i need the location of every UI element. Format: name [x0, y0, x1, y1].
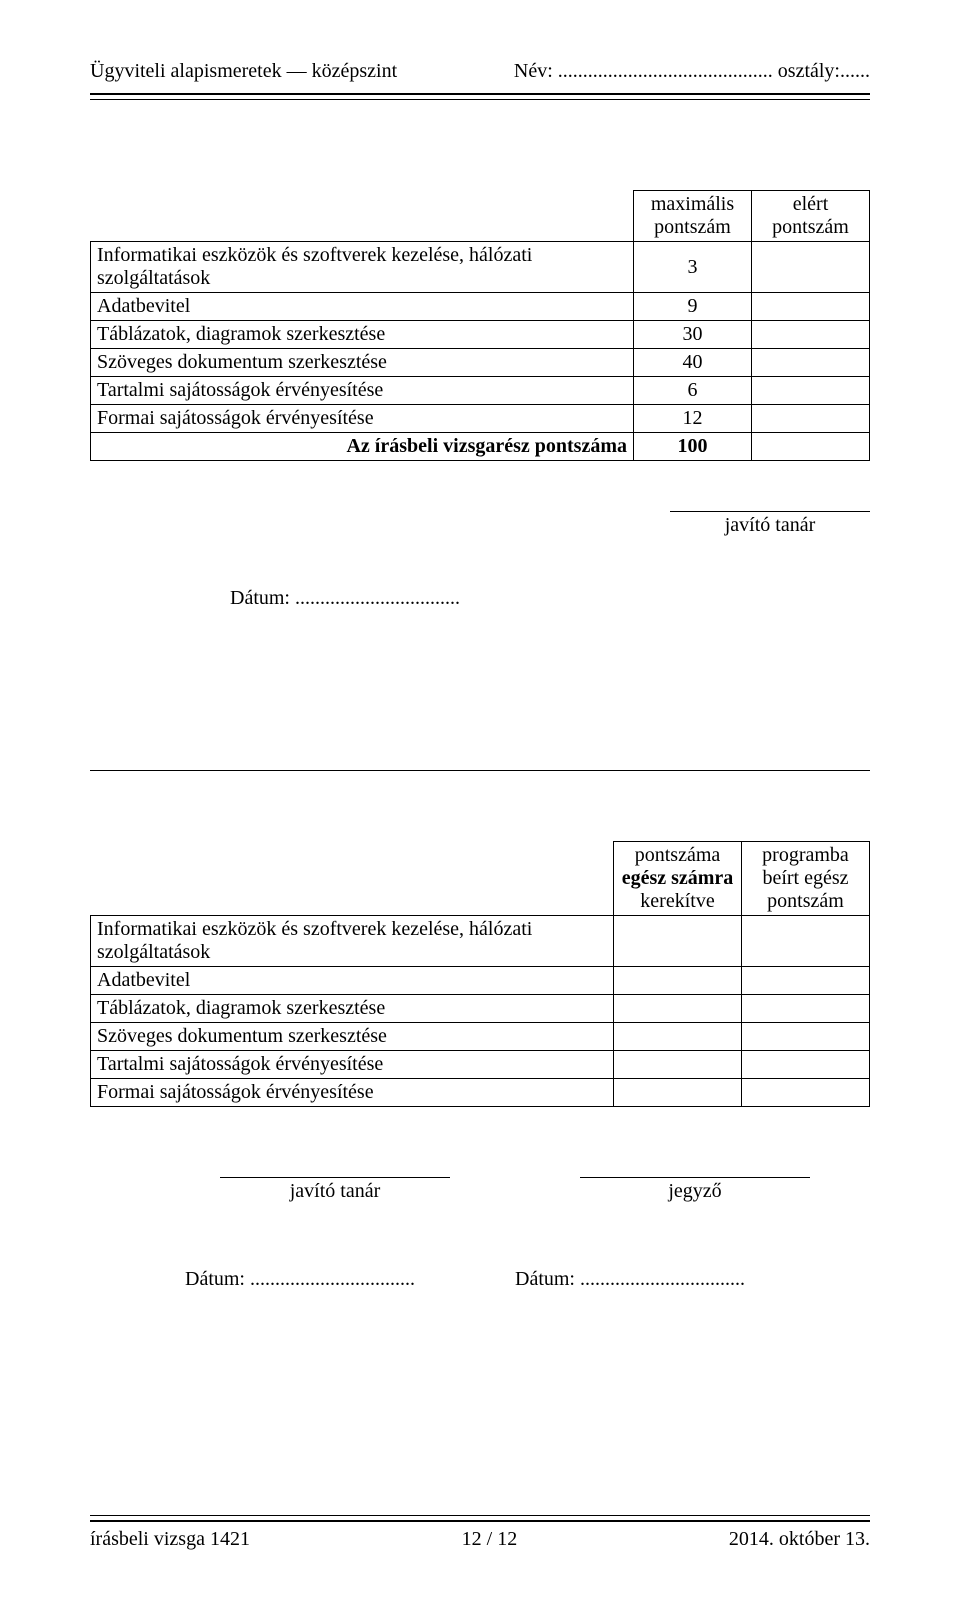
- table-row: Tartalmi sajátosságok érvényesítése: [91, 1051, 870, 1079]
- col-rounded-l1: pontszáma: [635, 844, 721, 866]
- row-program[interactable]: [742, 967, 870, 995]
- table-row: Táblázatok, diagramok szerkesztése 30: [91, 321, 870, 349]
- signature-line: [670, 511, 870, 512]
- row-rounded[interactable]: [614, 995, 742, 1023]
- row-max: 12: [634, 405, 752, 433]
- col-program-header: programba beírt egész pontszám: [742, 842, 870, 916]
- date-right: Dátum: .................................: [515, 1268, 745, 1291]
- row-max: 40: [634, 349, 752, 377]
- row-achieved[interactable]: [752, 405, 870, 433]
- table-row: Tartalmi sajátosságok érvényesítése 6: [91, 377, 870, 405]
- table-row: Formai sajátosságok érvényesítése 12: [91, 405, 870, 433]
- row-label: Formai sajátosságok érvényesítése: [91, 405, 634, 433]
- row-rounded[interactable]: [614, 916, 742, 967]
- col-achieved-header: elért pontszám: [752, 191, 870, 242]
- footer-right: 2014. október 13.: [729, 1528, 870, 1551]
- row-label: Informatikai eszközök és szoftverek keze…: [91, 242, 634, 293]
- row-label: Tartalmi sajátosságok érvényesítése: [91, 377, 634, 405]
- row-max: 30: [634, 321, 752, 349]
- signature-line: [220, 1177, 450, 1178]
- table-row: Szöveges dokumentum szerkesztése: [91, 1023, 870, 1051]
- page: Ügyviteli alapismeretek — középszint Név…: [0, 0, 960, 1601]
- total-achieved[interactable]: [752, 433, 870, 461]
- signature-label-teacher: javító tanár: [670, 514, 870, 537]
- name-label: Név:: [514, 60, 553, 82]
- header-name-class: Név: ...................................…: [514, 60, 870, 83]
- signature-row-2: javító tanár jegyző: [90, 1177, 870, 1203]
- name-dots: ........................................…: [553, 60, 773, 82]
- footer-center: 12 / 12: [462, 1528, 518, 1551]
- table-row: pontszáma egész számra kerekítve program…: [91, 842, 870, 916]
- signature-line: [580, 1177, 810, 1178]
- header-row: Ügyviteli alapismeretek — középszint Név…: [90, 60, 870, 83]
- row-achieved[interactable]: [752, 293, 870, 321]
- table-row: Informatikai eszközök és szoftverek keze…: [91, 916, 870, 967]
- row-rounded[interactable]: [614, 967, 742, 995]
- table-row: Adatbevitel 9: [91, 293, 870, 321]
- signature-label-teacher: javító tanár: [220, 1180, 450, 1203]
- date-left: Dátum: .................................: [185, 1268, 415, 1291]
- row-label: Szöveges dokumentum szerkesztése: [91, 1023, 614, 1051]
- row-label: Formai sajátosságok érvényesítése: [91, 1079, 614, 1107]
- table-row: Szöveges dokumentum szerkesztése 40: [91, 349, 870, 377]
- row-achieved[interactable]: [752, 242, 870, 293]
- row-program[interactable]: [742, 1023, 870, 1051]
- row-label: Tartalmi sajátosságok érvényesítése: [91, 1051, 614, 1079]
- score-table-2: pontszáma egész számra kerekítve program…: [90, 841, 870, 1107]
- row-label: Táblázatok, diagramok szerkesztése: [91, 321, 634, 349]
- col-rounded-header: pontszáma egész számra kerekítve: [614, 842, 742, 916]
- col-rounded-l2: egész számra: [622, 867, 734, 889]
- signature-label-registrar: jegyző: [580, 1180, 810, 1203]
- table-row: Formai sajátosságok érvényesítése: [91, 1079, 870, 1107]
- header-rule-thin: [90, 99, 870, 100]
- header-subject: Ügyviteli alapismeretek — középszint: [90, 60, 397, 83]
- footer-rule-thin: [90, 1515, 870, 1516]
- table-row: Informatikai eszközök és szoftverek keze…: [91, 242, 870, 293]
- date-line-1: Dátum: .................................: [230, 587, 870, 610]
- table-row: maximális pontszám elért pontszám: [91, 191, 870, 242]
- footer-left: írásbeli vizsga 1421: [90, 1528, 250, 1551]
- row-rounded[interactable]: [614, 1051, 742, 1079]
- row-label: Adatbevitel: [91, 293, 634, 321]
- total-label: Az írásbeli vizsgarész pontszáma: [91, 433, 634, 461]
- col-program-l3: pontszám: [767, 890, 844, 912]
- row-label: Adatbevitel: [91, 967, 614, 995]
- total-max: 100: [634, 433, 752, 461]
- row-program[interactable]: [742, 1079, 870, 1107]
- class-dots: ......: [840, 60, 870, 82]
- row-achieved[interactable]: [752, 349, 870, 377]
- table-row: Táblázatok, diagramok szerkesztése: [91, 995, 870, 1023]
- middle-rule: [90, 770, 870, 771]
- row-label: Informatikai eszközök és szoftverek keze…: [91, 916, 614, 967]
- row-achieved[interactable]: [752, 321, 870, 349]
- row-max: 9: [634, 293, 752, 321]
- row-program[interactable]: [742, 916, 870, 967]
- signature-block-1: javító tanár: [90, 511, 870, 537]
- table-total-row: Az írásbeli vizsgarész pontszáma 100: [91, 433, 870, 461]
- row-label: Táblázatok, diagramok szerkesztése: [91, 995, 614, 1023]
- row-rounded[interactable]: [614, 1079, 742, 1107]
- row-program[interactable]: [742, 1051, 870, 1079]
- row-max: 3: [634, 242, 752, 293]
- row-rounded[interactable]: [614, 1023, 742, 1051]
- footer: írásbeli vizsga 1421 12 / 12 2014. októb…: [90, 1515, 870, 1551]
- footer-rule-thick: [90, 1520, 870, 1522]
- row-program[interactable]: [742, 995, 870, 1023]
- col-program-l2: beírt egész: [762, 867, 848, 889]
- score-table-1: maximális pontszám elért pontszám Inform…: [90, 190, 870, 461]
- table-row: Adatbevitel: [91, 967, 870, 995]
- row-max: 6: [634, 377, 752, 405]
- class-label: osztály:: [773, 60, 840, 82]
- col-rounded-l3: kerekítve: [640, 890, 714, 912]
- col-program-l1: programba: [762, 844, 849, 866]
- col-max-header: maximális pontszám: [634, 191, 752, 242]
- date-row-2: Dátum: .................................…: [90, 1268, 870, 1291]
- header-rule-thick: [90, 93, 870, 95]
- row-achieved[interactable]: [752, 377, 870, 405]
- row-label: Szöveges dokumentum szerkesztése: [91, 349, 634, 377]
